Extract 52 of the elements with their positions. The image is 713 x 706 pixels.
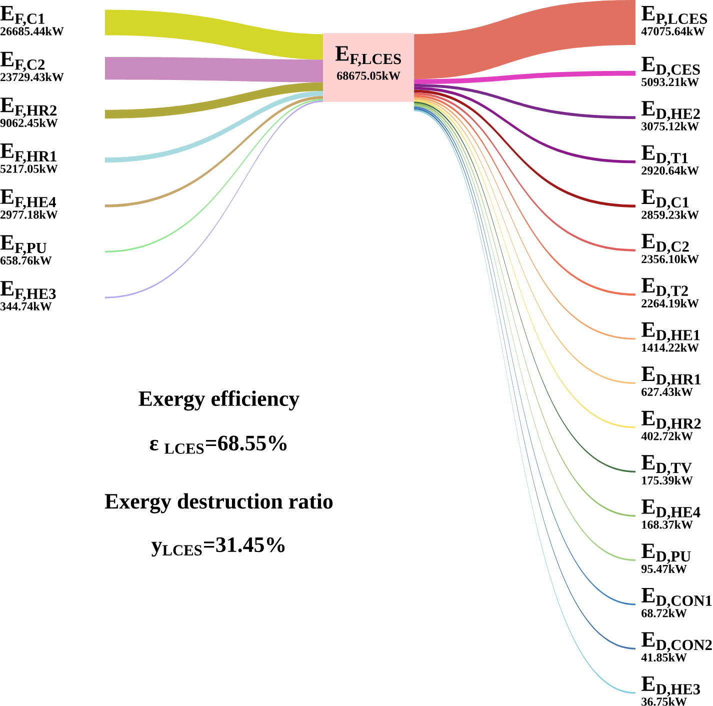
category-label: E$_{D,CON2}$ — [642, 632, 712, 652]
category-label: E$_{D,HR2}$ — [642, 411, 701, 432]
data-label: 658.76kW — [0, 256, 52, 265]
text: 68675.05kW — [337, 71, 400, 80]
category-label: E$_{F,HR1}$ — [0, 144, 56, 164]
category-label: E$_{F,HE3}$ — [0, 281, 56, 302]
data-label: 41.85kW — [641, 653, 687, 662]
category-label: E$_{D,PU}$ — [642, 544, 691, 564]
data-label: 5093.21kW — [642, 78, 699, 86]
category-label: E$_{D,HE3}$ — [642, 676, 700, 697]
data-label: 68.72kW — [642, 608, 687, 618]
category-label: E$_{D,T1}$ — [642, 145, 688, 166]
category-label: E$_{D,TV}$ — [642, 455, 692, 476]
text: y$_{LCES}$=31.45% — [152, 537, 285, 557]
data-label: 36.75kW — [642, 697, 687, 706]
data-label: 3075.12kW — [642, 122, 699, 131]
category-label: E$_{D,HE4}$ — [642, 500, 700, 520]
category-label: E$_{F,HR2}$ — [0, 98, 56, 118]
category-label: E$_{D,T2}$ — [642, 278, 688, 298]
data-label: 1414.22kW — [642, 343, 699, 352]
text: ε $_{LCES}$=68.55% — [150, 436, 287, 454]
text: E$_{F,LCES}$ — [335, 46, 401, 66]
text: Exergy efficiency — [138, 390, 300, 411]
data-label: 344.74kW — [0, 302, 52, 311]
category-label: E$_{D,HE2}$ — [642, 101, 700, 122]
data-label: 2264.19kW — [642, 299, 699, 308]
category-label: E$_{D,C2}$ — [642, 234, 689, 254]
data-label: 2920.64kW — [642, 166, 699, 175]
data-label: 175.39kW — [642, 476, 693, 485]
data-label: 26685.44kW — [0, 26, 64, 36]
category-label: E$_{D,HR1}$ — [642, 366, 701, 387]
data-label: 627.43kW — [642, 388, 693, 396]
data-label: 2859.23kW — [642, 210, 699, 220]
category-label: E$_{D,CON1}$ — [642, 588, 712, 608]
data-label: 95.47kW — [641, 564, 687, 574]
data-label: 9062.45kW — [0, 118, 58, 128]
category-label: E$_{D,HE1}$ — [642, 322, 700, 343]
data-label: 2977.18kW — [0, 210, 58, 219]
category-label: E$_{P,LCES}$ — [642, 6, 708, 26]
data-label: 2356.10kW — [642, 254, 699, 264]
category-label: E$_{D,CES}$ — [642, 56, 700, 78]
category-label: E$_{F,HE4}$ — [0, 189, 56, 210]
category-label: E$_{D,C1}$ — [642, 190, 689, 210]
data-label: 168.37kW — [642, 520, 693, 529]
text: Exergy destruction ratio — [104, 493, 333, 514]
category-label: E$_{F,PU}$ — [0, 235, 47, 256]
data-label: 402.72kW — [641, 432, 693, 440]
data-label: 23729.43kW — [0, 72, 64, 82]
category-label: E$_{F,C1}$ — [0, 6, 44, 26]
data-label: 5217.05kW — [0, 164, 58, 174]
data-label: 47075.64kW — [641, 26, 705, 36]
category-label: E$_{F,C2}$ — [0, 52, 45, 72]
